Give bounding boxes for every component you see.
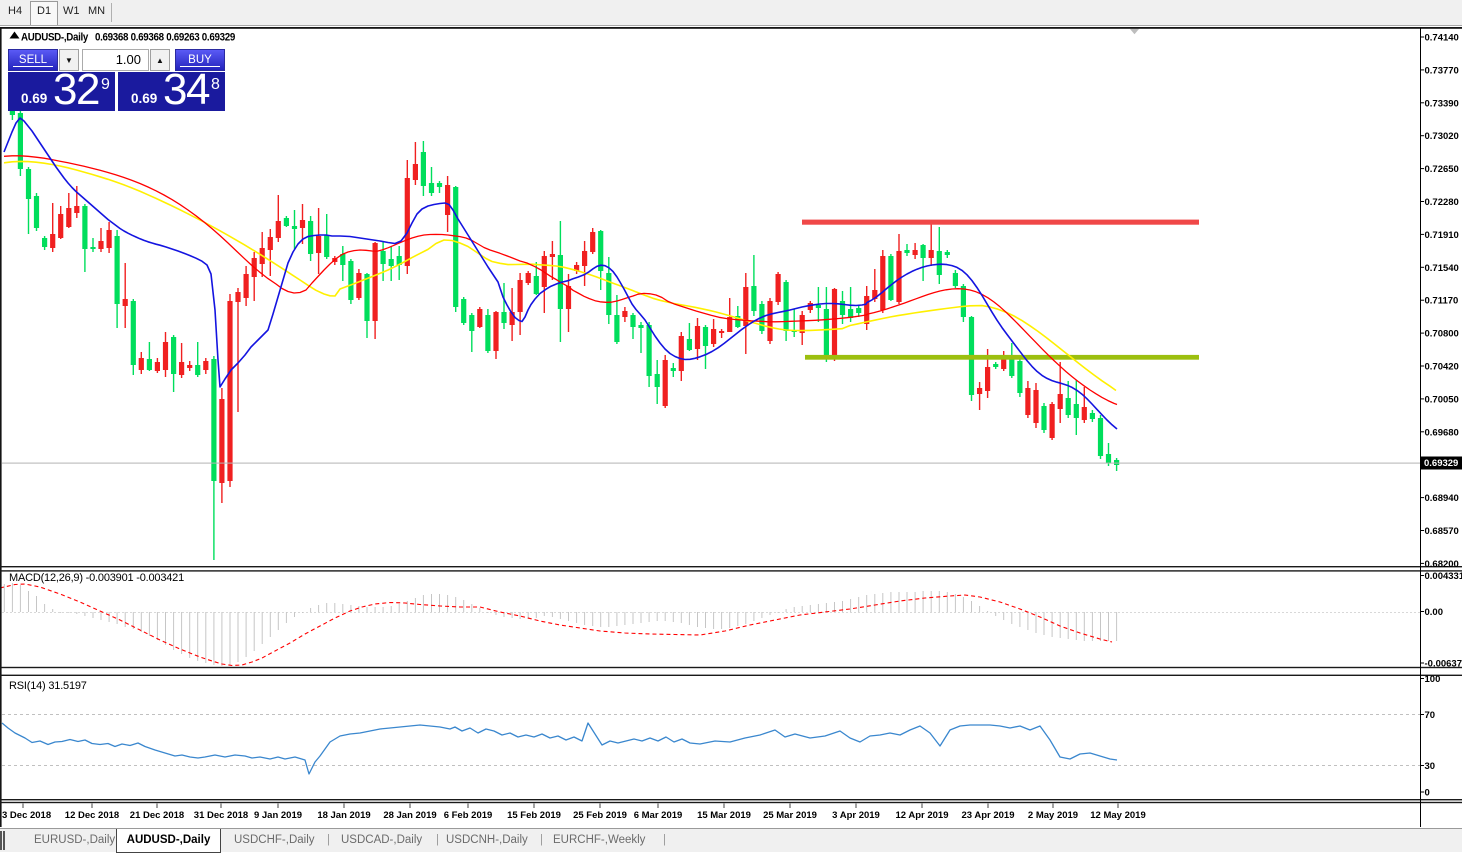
svg-text:18 Jan 2019: 18 Jan 2019: [317, 810, 370, 821]
svg-text:0.70420: 0.70420: [1425, 362, 1459, 373]
svg-text:28 Jan 2019: 28 Jan 2019: [383, 810, 436, 821]
svg-text:0.71170: 0.71170: [1425, 296, 1459, 307]
svg-text:0: 0: [1425, 788, 1430, 799]
svg-text:9 Jan 2019: 9 Jan 2019: [254, 810, 302, 821]
svg-text:100: 100: [1425, 674, 1441, 685]
svg-text:25 Mar 2019: 25 Mar 2019: [763, 810, 817, 821]
svg-text:0.70800: 0.70800: [1425, 329, 1459, 340]
svg-text:12 Apr 2019: 12 Apr 2019: [896, 810, 949, 821]
svg-text:31 Dec 2018: 31 Dec 2018: [194, 810, 248, 821]
svg-text:0.73770: 0.73770: [1425, 65, 1459, 76]
svg-text:0.00: 0.00: [1425, 607, 1444, 618]
svg-text:2 May 2019: 2 May 2019: [1028, 810, 1078, 821]
svg-text:0.68200: 0.68200: [1425, 559, 1459, 570]
svg-text:0.69329: 0.69329: [1424, 458, 1458, 469]
svg-text:0.72650: 0.72650: [1425, 164, 1459, 175]
svg-text:0.004331: 0.004331: [1425, 571, 1462, 582]
svg-text:0.72280: 0.72280: [1425, 197, 1459, 208]
svg-text:0.74140: 0.74140: [1425, 33, 1459, 44]
svg-text:15 Mar 2019: 15 Mar 2019: [697, 810, 751, 821]
svg-text:21 Dec 2018: 21 Dec 2018: [130, 810, 184, 821]
svg-text:MACD(12,26,9) -0.003901 -0.003: MACD(12,26,9) -0.003901 -0.003421: [9, 572, 184, 584]
svg-text:0.70050: 0.70050: [1425, 394, 1459, 405]
svg-text:6 Mar 2019: 6 Mar 2019: [634, 810, 683, 821]
svg-text:AUDUSD-,Daily: AUDUSD-,Daily: [21, 32, 89, 44]
svg-text:0.69680: 0.69680: [1425, 427, 1459, 438]
svg-text:23 Apr 2019: 23 Apr 2019: [962, 810, 1015, 821]
svg-text:12 May 2019: 12 May 2019: [1090, 810, 1145, 821]
svg-text:70: 70: [1425, 710, 1436, 721]
svg-text:0.71910: 0.71910: [1425, 230, 1459, 241]
svg-text:3 Dec 2018: 3 Dec 2018: [2, 810, 51, 821]
svg-text:0.69368 0.69368 0.69263 0.6932: 0.69368 0.69368 0.69263 0.69329: [95, 32, 235, 44]
svg-text:0.68570: 0.68570: [1425, 526, 1459, 537]
svg-text:12 Dec 2018: 12 Dec 2018: [65, 810, 119, 821]
svg-text:25 Feb 2019: 25 Feb 2019: [573, 810, 627, 821]
svg-text:6 Feb 2019: 6 Feb 2019: [444, 810, 493, 821]
svg-text:RSI(14) 31.5197: RSI(14) 31.5197: [9, 680, 87, 692]
svg-text:15 Feb 2019: 15 Feb 2019: [507, 810, 561, 821]
svg-text:3 Apr 2019: 3 Apr 2019: [832, 810, 880, 821]
svg-text:-0.006373: -0.006373: [1425, 659, 1462, 670]
svg-text:0.73390: 0.73390: [1425, 98, 1459, 109]
svg-text:0.68940: 0.68940: [1425, 493, 1459, 504]
svg-text:30: 30: [1425, 761, 1436, 772]
svg-text:0.73020: 0.73020: [1425, 131, 1459, 142]
svg-text:0.71540: 0.71540: [1425, 263, 1459, 274]
